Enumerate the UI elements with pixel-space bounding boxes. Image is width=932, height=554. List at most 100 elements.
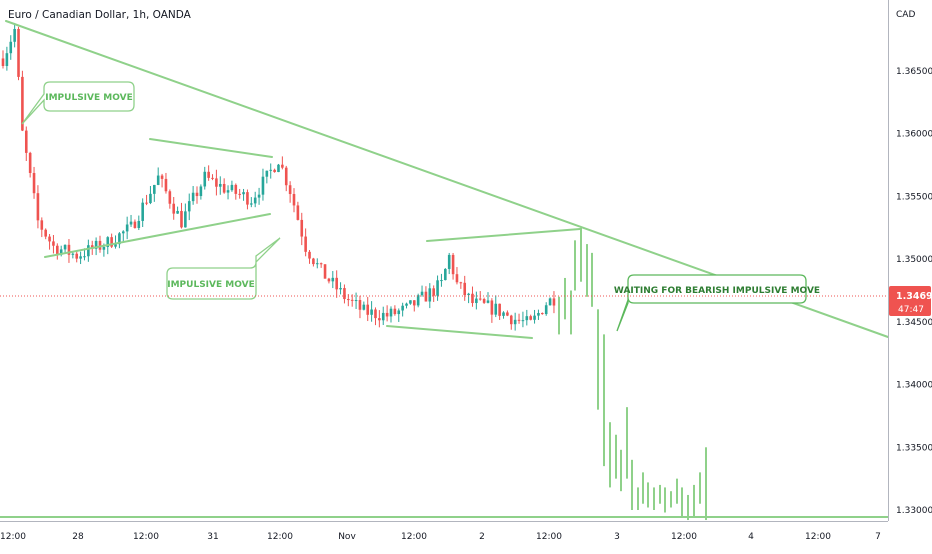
candle xyxy=(463,275,467,301)
annotation-impulsive-move-1[interactable]: IMPULSIVE MOVE xyxy=(21,81,135,125)
candle xyxy=(544,302,548,316)
candle xyxy=(222,178,226,194)
price-tick-label: 1.34500 xyxy=(896,318,932,328)
candle xyxy=(509,314,513,330)
annotation-text: IMPULSIVE MOVE xyxy=(45,93,133,103)
candle xyxy=(24,126,28,161)
candle xyxy=(9,35,13,60)
candle xyxy=(296,201,300,221)
candle xyxy=(447,252,451,275)
candle xyxy=(36,185,40,229)
candle xyxy=(234,183,238,200)
candle xyxy=(350,294,354,307)
candle xyxy=(420,285,424,297)
candle xyxy=(238,188,241,199)
candle xyxy=(118,232,121,249)
projection-bars-layer xyxy=(558,227,707,521)
candle xyxy=(323,264,327,279)
countdown-label: 47:47 xyxy=(898,305,924,315)
candle xyxy=(467,292,470,304)
candle xyxy=(28,151,32,178)
time-tick-label: 31 xyxy=(207,532,218,542)
candle xyxy=(71,252,75,259)
candle xyxy=(253,191,257,208)
candle xyxy=(246,189,249,210)
candle xyxy=(424,286,428,302)
candle xyxy=(172,196,176,220)
candle xyxy=(21,70,24,132)
candle xyxy=(218,176,222,195)
candle xyxy=(416,293,420,308)
candle xyxy=(343,284,346,304)
candle xyxy=(552,291,556,314)
price-axis[interactable]: CAD 1.365001.360001.355001.350001.345001… xyxy=(888,0,932,550)
candle xyxy=(315,258,319,269)
last-price-tag: 1.34693 47:47 xyxy=(889,286,932,316)
candle xyxy=(389,306,393,323)
currency-label: CAD xyxy=(896,10,915,20)
time-tick-label: 12:00 xyxy=(133,532,159,542)
channel-2-lower-line[interactable] xyxy=(386,325,533,339)
candle xyxy=(261,168,265,201)
time-tick-label: 28 xyxy=(72,532,84,542)
candle xyxy=(401,302,404,317)
time-tick-label: 12:00 xyxy=(536,532,562,542)
candle xyxy=(300,212,304,246)
symbol-title: Euro / Canadian Dollar, 1h, OANDA xyxy=(8,9,192,21)
candle xyxy=(331,271,335,289)
candle xyxy=(378,310,381,328)
candle xyxy=(176,206,179,214)
candle xyxy=(211,174,214,181)
candle xyxy=(440,273,443,287)
candle xyxy=(269,163,273,179)
candle xyxy=(502,311,505,319)
candle xyxy=(436,275,439,301)
candle xyxy=(529,314,532,321)
candle xyxy=(444,268,447,281)
candle xyxy=(354,292,358,309)
candle xyxy=(273,168,276,173)
candle xyxy=(265,170,269,184)
candle xyxy=(153,184,156,202)
candle xyxy=(164,172,168,194)
candle xyxy=(506,310,509,317)
candle xyxy=(362,301,366,311)
annotation-text: WAITING FOR BEARISH IMPULSIVE MOVE xyxy=(614,286,820,296)
candle xyxy=(366,296,370,322)
candle xyxy=(32,166,36,199)
candle xyxy=(195,186,199,204)
candle xyxy=(215,169,218,196)
candle xyxy=(288,181,292,203)
candle xyxy=(242,188,245,201)
annotation-waiting-bearish[interactable]: WAITING FOR BEARISH IMPULSIVE MOVE xyxy=(614,274,820,332)
time-tick-label: 2 xyxy=(479,532,485,542)
candle xyxy=(308,249,311,264)
candle xyxy=(63,244,67,253)
price-tick-labels: 1.36500 1.36000 1.35500 1.35000 1.34500 1.340… xyxy=(896,67,932,516)
price-tick-label: 1.36500 xyxy=(896,67,932,77)
candle xyxy=(79,251,82,265)
candle xyxy=(482,297,486,304)
candle xyxy=(160,173,164,188)
candle xyxy=(125,216,129,240)
time-tick-label: 12:00 xyxy=(267,532,293,542)
time-tick-label: 12:00 xyxy=(805,532,831,542)
candle xyxy=(191,186,195,205)
candle xyxy=(292,188,296,213)
candle xyxy=(312,257,315,267)
annotation-impulsive-move-2[interactable]: IMPULSIVE MOVE xyxy=(166,237,281,300)
channel-1-lower-line[interactable] xyxy=(44,213,271,258)
time-axis[interactable]: 12:00 28 12:00 31 12:00 Nov 12:00 2 12:00 3 12:00 4… xyxy=(0,521,932,550)
candle xyxy=(180,202,183,229)
channel-1-upper-line[interactable] xyxy=(149,138,273,158)
candle xyxy=(277,163,280,173)
channel-2-upper-line[interactable] xyxy=(426,228,581,242)
candle xyxy=(521,311,525,328)
last-price-label: 1.34693 xyxy=(896,291,932,302)
price-tick-label: 1.35500 xyxy=(896,192,932,202)
candle xyxy=(1,50,5,69)
candle xyxy=(471,286,474,307)
candle xyxy=(52,235,55,254)
